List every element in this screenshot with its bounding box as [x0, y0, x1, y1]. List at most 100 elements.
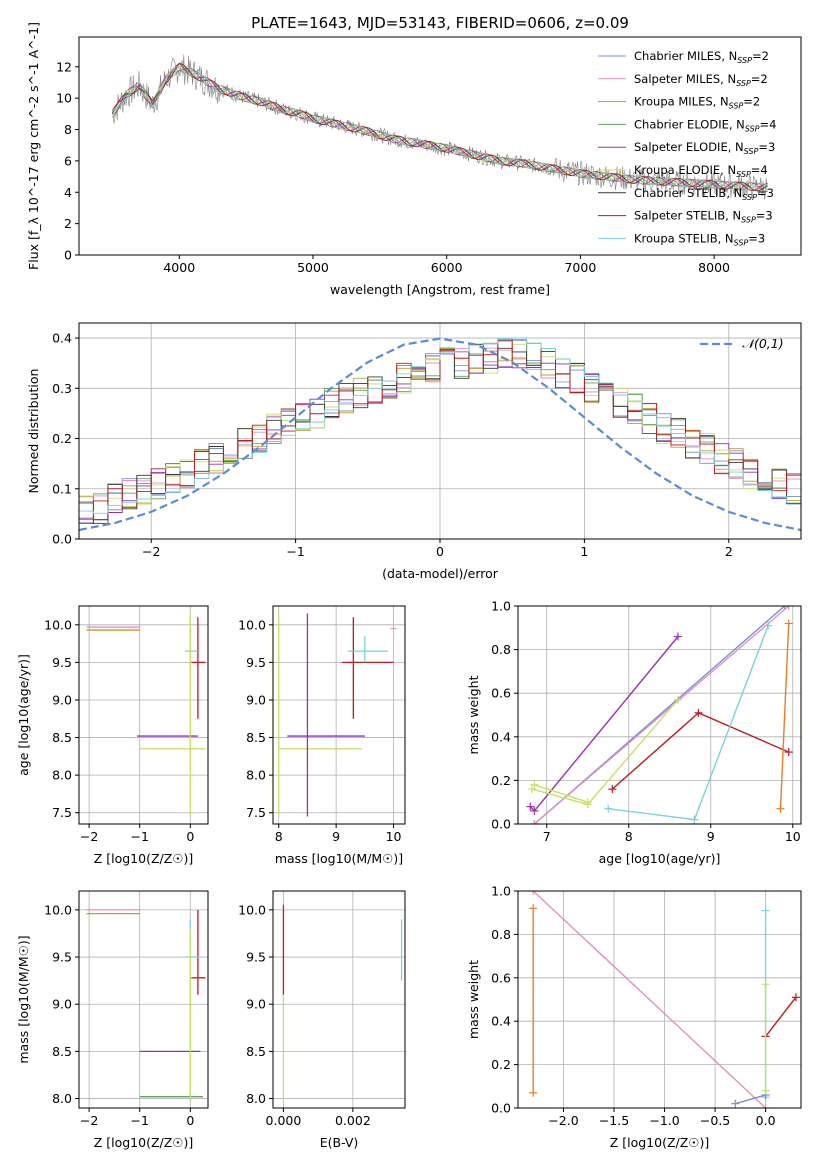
- y-tick-label: 1.0: [491, 884, 511, 899]
- x-tick-label: 8: [275, 829, 283, 844]
- normal-curve: [79, 337, 801, 532]
- y-tick-label: 4: [64, 185, 72, 200]
- y-tick-label: 0.3: [52, 381, 72, 396]
- y-tick-label: 9.0: [52, 997, 72, 1012]
- y-tick-label: 9.5: [52, 950, 72, 965]
- x-tick-label: 0.000: [266, 1113, 302, 1128]
- plot-area: [111, 54, 768, 200]
- x-tick-label: 7: [543, 829, 551, 844]
- model-spectrum: [112, 65, 768, 191]
- y-tick-label: 8.0: [246, 768, 266, 783]
- y-tick-label: 0.2: [52, 431, 72, 446]
- x-tick-label: 2: [725, 544, 733, 559]
- x-tick-label: −1: [130, 1113, 148, 1128]
- x-tick-label: 10: [386, 829, 402, 844]
- x-tick-label: −1: [286, 544, 304, 559]
- y-tick-label: 0.8: [491, 642, 511, 657]
- histogram-step: [79, 337, 801, 514]
- y-tick-label: 8: [64, 122, 72, 137]
- y-tick-label: 7.5: [246, 805, 266, 820]
- y-tick-label: 9.5: [246, 950, 266, 965]
- plot-area: [79, 337, 801, 532]
- y-tick-label: 9.5: [246, 655, 266, 670]
- y-tick-label: 0: [64, 248, 72, 263]
- y-axis-label: Normed distribution: [26, 369, 41, 494]
- model-spectrum: [111, 65, 768, 192]
- legend-label: Chabrier STELIB, NSSP=3: [634, 186, 774, 202]
- x-tick-label: 0.0: [756, 1113, 776, 1128]
- y-tick-label: 0.0: [491, 817, 511, 832]
- legend-label: Chabrier MILES, NSSP=2: [634, 49, 769, 65]
- x-tick-label: 5000: [297, 260, 329, 275]
- x-axis-label: age [log10(age/yr)]: [599, 851, 721, 866]
- x-tick-label: 0: [186, 1113, 194, 1128]
- x-tick-label: −0.5: [700, 1113, 730, 1128]
- legend-label: Chabrier ELODIE, NSSP=4: [634, 117, 776, 133]
- x-tick-label: 7000: [564, 260, 596, 275]
- axes-frame: [78, 36, 802, 256]
- weight-line: [765, 996, 797, 1037]
- y-tick-label: 8.0: [52, 1091, 72, 1106]
- panel-spectrum: Chabrier MILES, NSSP=2 Salpeter MILES, NS…: [26, 22, 802, 297]
- legend-label: Kroupa STELIB, NSSP=3: [634, 231, 765, 247]
- x-tick-label: 10: [785, 829, 801, 844]
- weight-line: [779, 623, 790, 809]
- weight-line: [532, 891, 767, 1108]
- weight-line: [735, 1094, 766, 1105]
- x-tick-label: 9: [707, 829, 715, 844]
- y-tick-label: 0.2: [491, 773, 511, 788]
- legend-label: Salpeter MILES, NSSP=2: [634, 72, 768, 88]
- x-axis-label: Z [log10(Z/Z☉)]: [94, 1135, 194, 1150]
- y-tick-label: 10.0: [44, 617, 72, 632]
- panel-mass-vs-ebv: 0.000 0.002 8.0 8.5 9.0 9.5 10.0 E(B-V): [238, 890, 406, 1150]
- x-tick-label: −2: [80, 1113, 98, 1128]
- histogram-step: [79, 339, 801, 524]
- plot-area: [529, 891, 800, 1108]
- plot-area: [282, 905, 403, 1104]
- weight-line: [533, 606, 790, 824]
- model-spectrum: [111, 62, 768, 192]
- legend-label: Kroupa MILES, NSSP=2: [634, 95, 760, 111]
- x-tick-label: −1.5: [599, 1113, 629, 1128]
- y-tick-label: 9.0: [246, 692, 266, 707]
- y-tick-label: 0.6: [491, 970, 511, 985]
- panel-mass-vs-Z: −2 −1 0 8.0 8.5 9.0 9.5 10.0 Z [log10(Z/Z☉)] mass…: [16, 890, 209, 1150]
- legend-label: 𝒩(0,1): [742, 336, 784, 351]
- y-axis-label: mass [log10(M/M☉)]: [16, 935, 31, 1063]
- x-axis-label: E(B-V): [320, 1135, 359, 1150]
- y-tick-label: 0.8: [491, 927, 511, 942]
- x-tick-label: 8000: [698, 260, 730, 275]
- y-tick-label: 1.0: [491, 599, 511, 614]
- x-axis-label: wavelength [Angstrom, rest frame]: [330, 282, 550, 297]
- axes-frame: [272, 605, 406, 825]
- legend-label: Kroupa ELODIE, NSSP=4: [634, 163, 768, 179]
- plot-area: [86, 613, 206, 817]
- y-tick-label: 8.5: [52, 1044, 72, 1059]
- y-tick-label: 0.4: [491, 729, 511, 744]
- x-axis-label: Z [log10(Z/Z☉)]: [94, 851, 194, 866]
- legend-label: Salpeter ELODIE, NSSP=3: [634, 140, 775, 156]
- y-tick-label: 10: [56, 91, 72, 106]
- y-tick-label: 10.0: [238, 617, 266, 632]
- panel-age-vs-mass: 8 9 10 7.5 8.0 8.5 9.0 9.5 10.0 mass [log10(M/M☉)…: [238, 605, 406, 866]
- x-tick-label: −2: [142, 544, 160, 559]
- y-tick-label: 8.0: [52, 768, 72, 783]
- x-tick-label: 0: [436, 544, 444, 559]
- axes-frame: [78, 605, 209, 825]
- y-axis-label: mass weight: [466, 960, 481, 1039]
- y-tick-label: 0.1: [52, 481, 72, 496]
- y-tick-label: 12: [56, 59, 72, 74]
- x-tick-label: −1.0: [649, 1113, 679, 1128]
- legend-label: Salpeter STELIB, NSSP=3: [634, 209, 773, 225]
- model-spectrum: [112, 67, 768, 192]
- axes-frame: [78, 890, 209, 1109]
- x-axis-label: mass [log10(M/M☉)]: [275, 851, 403, 866]
- y-tick-label: 8.5: [246, 1044, 266, 1059]
- x-tick-label: 9: [332, 829, 340, 844]
- plot-area: [86, 909, 206, 1099]
- y-tick-label: 8.5: [52, 730, 72, 745]
- axes-frame: [517, 605, 802, 825]
- axes-frame: [272, 890, 406, 1109]
- x-tick-label: 0: [186, 829, 194, 844]
